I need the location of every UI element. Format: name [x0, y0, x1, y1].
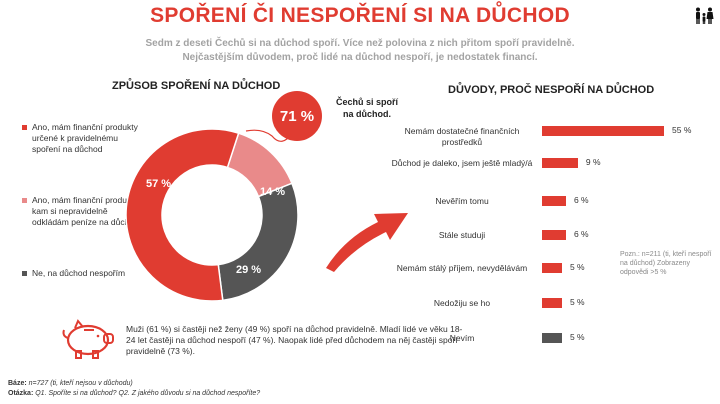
donut-value-label: 57 % [146, 178, 172, 190]
bar-value-label: 55 % [672, 125, 692, 135]
savers-badge-text: Čechů si spoří na důchod. [335, 97, 398, 119]
bar [542, 158, 578, 168]
bar-chart-title: DŮVODY, PROČ NESPOŘÍ NA DŮCHOD [448, 84, 655, 96]
page-title: SPOŘENÍ ČI NESPOŘENÍ SI NA DŮCHOD [150, 4, 570, 27]
donut-slice [125, 128, 240, 302]
legend-swatch [22, 125, 27, 130]
legend-label: Ne, na důchod nespořím [32, 268, 126, 278]
subtitle-line-1: Sedm z deseti Čechů si na důchod spoří. … [145, 38, 575, 49]
donut-chart-title: ZPŮSOB SPOŘENÍ NA DŮCHOD [112, 80, 281, 92]
bar [542, 230, 566, 240]
donut-value-label: 14 % [260, 186, 286, 198]
footer-question-label: Otázka: [8, 390, 34, 397]
footer-question: Otázka: Q1. Spoříte si na důchod? Q2. Z … [8, 390, 260, 397]
savers-badge: 71 % [272, 91, 322, 141]
subtitle-line-2: Nejčastějším důvodem, proč lidé na důcho… [182, 52, 538, 63]
bar-value-label: 5 % [569, 332, 585, 342]
bar-category-label: Nemám dostatečné finančních prostředků [404, 126, 520, 147]
bar-value-label: 6 % [573, 195, 589, 205]
bar-value-label: 6 % [573, 229, 589, 239]
bar [542, 126, 664, 136]
bar-value-label: 5 % [569, 262, 585, 272]
subtitle: Sedm z deseti Čechů si na důchod spoří. … [0, 37, 720, 65]
footer-base-text: n=727 (ti, kteří nejsou v důchodu) [26, 380, 133, 387]
family-icon [696, 7, 714, 24]
bar-category-label: Nedožiju se ho [433, 298, 491, 308]
legend-label: Ano, mám finanční produkty, kam si nepra… [32, 195, 140, 227]
gender-age-insight: Muži (61 %) si častěji než ženy (49 %) s… [126, 324, 463, 356]
bar-value-label: 5 % [569, 297, 585, 307]
legend-item-none: Ne, na důchod nespořím [22, 268, 140, 279]
donut-slice [217, 182, 299, 302]
footer-question-text: Q1. Spoříte si na důchod? Q2. Z jakého d… [33, 390, 261, 397]
legend-swatch [22, 271, 27, 276]
bar [542, 263, 562, 273]
bar-category-label: Nevěřím tomu [435, 196, 489, 206]
bar [542, 333, 562, 343]
footer-base: Báze: n=727 (ti, kteří nejsou v důchodu) [8, 380, 133, 387]
legend-item-regular: Ano, mám finanční produkty určené k prav… [22, 122, 140, 155]
bar-category-label: Důchod je daleko, jsem ještě mladý/á [391, 158, 533, 168]
sample-note: Pozn.: n=211 (ti, kteří nespoří na důcho… [620, 251, 712, 276]
bar [542, 298, 562, 308]
bar [542, 196, 566, 206]
footer-base-label: Báze: [8, 380, 27, 387]
donut-value-label: 29 % [236, 264, 262, 276]
bar-category-label: Stále studuji [438, 230, 486, 240]
bar-category-label: Nevím [449, 333, 475, 343]
bar-value-label: 9 % [585, 157, 601, 167]
legend-swatch [22, 198, 27, 203]
legend-item-irregular: Ano, mám finanční produkty, kam si nepra… [22, 195, 140, 228]
piggy-bank-icon [62, 319, 114, 359]
bar-category-label: Nemám stálý příjem, nevydělávám [396, 263, 528, 273]
legend-label: Ano, mám finanční produkty určené k prav… [32, 122, 138, 154]
